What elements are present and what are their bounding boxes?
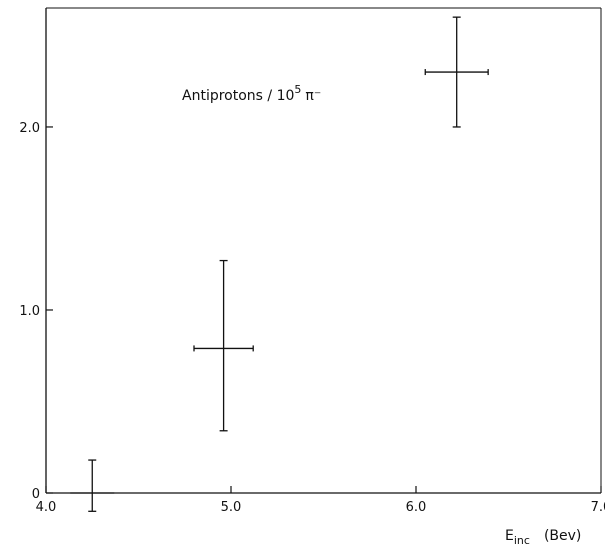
y-tick-label-1: 1.0 <box>19 304 40 319</box>
x-ticks: 4.0 5.0 6.0 7.0 <box>36 486 605 515</box>
y-tick-label-2: 2.0 <box>19 121 40 136</box>
data-point-1 <box>193 259 254 432</box>
x-axis-label: Einc (Bev) <box>505 528 581 547</box>
x-axis-label-unit: (Bev) <box>544 528 581 544</box>
annotation-main: Antiprotons / 10 <box>182 88 294 104</box>
x-tick-label-2: 6.0 <box>406 500 427 515</box>
data-points <box>70 16 489 512</box>
x-tick-label-3: 7.0 <box>591 500 605 515</box>
data-point-2 <box>424 16 489 128</box>
x-axis-label-main: E <box>505 528 514 544</box>
y-tick-label-0: 0 <box>32 487 40 502</box>
plot-frame <box>45 7 602 494</box>
x-tick-label-0: 4.0 <box>36 500 57 515</box>
annotation: Antiprotons / 105 π⁻ <box>182 83 321 104</box>
x-tick-label-1: 5.0 <box>221 500 242 515</box>
data-point-0 <box>70 459 115 512</box>
y-ticks: 0 1.0 2.0 <box>19 121 53 502</box>
annotation-tail: π⁻ <box>305 88 321 104</box>
annotation-superscript: 5 <box>294 83 301 96</box>
x-axis-label-subscript: inc <box>514 534 530 547</box>
